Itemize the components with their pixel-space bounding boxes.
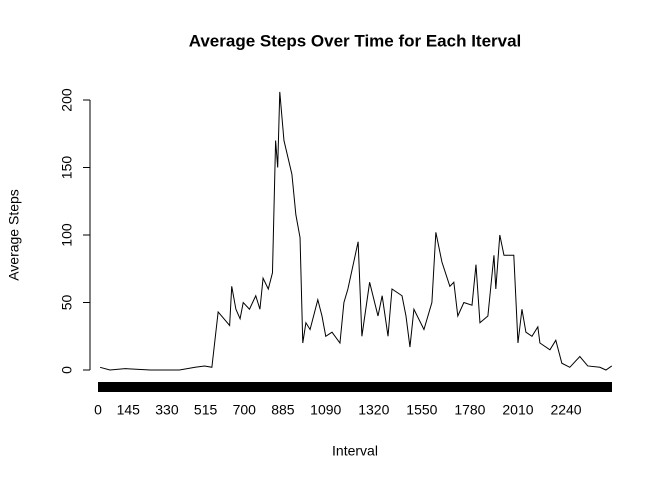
x-axis-label: Interval xyxy=(332,443,378,459)
x-tick-label: 145 xyxy=(117,402,141,418)
x-tick-label: 330 xyxy=(155,402,179,418)
y-tick-label: 200 xyxy=(59,88,75,112)
y-tick-label: 0 xyxy=(59,366,75,374)
x-tick-label: 515 xyxy=(194,402,218,418)
y-tick-label: 50 xyxy=(59,295,75,311)
x-tick-label: 2010 xyxy=(502,402,533,418)
chart-title: Average Steps Over Time for Each Iterval xyxy=(189,31,522,50)
x-tick-label: 885 xyxy=(271,402,295,418)
x-tick-label: 1090 xyxy=(310,402,341,418)
y-tick-label: 100 xyxy=(59,223,75,247)
y-tick-label: 150 xyxy=(59,156,75,180)
x-tick-label: 0 xyxy=(94,402,102,418)
data-line xyxy=(99,91,613,371)
y-axis-label: Average Steps xyxy=(6,189,22,281)
x-tick-label: 1550 xyxy=(406,402,437,418)
x-tick-label: 1320 xyxy=(358,402,389,418)
x-tick-label: 700 xyxy=(233,402,257,418)
x-tick-label: 1780 xyxy=(454,402,485,418)
category-tick-band xyxy=(98,382,612,392)
x-tick-label: 2240 xyxy=(550,402,581,418)
